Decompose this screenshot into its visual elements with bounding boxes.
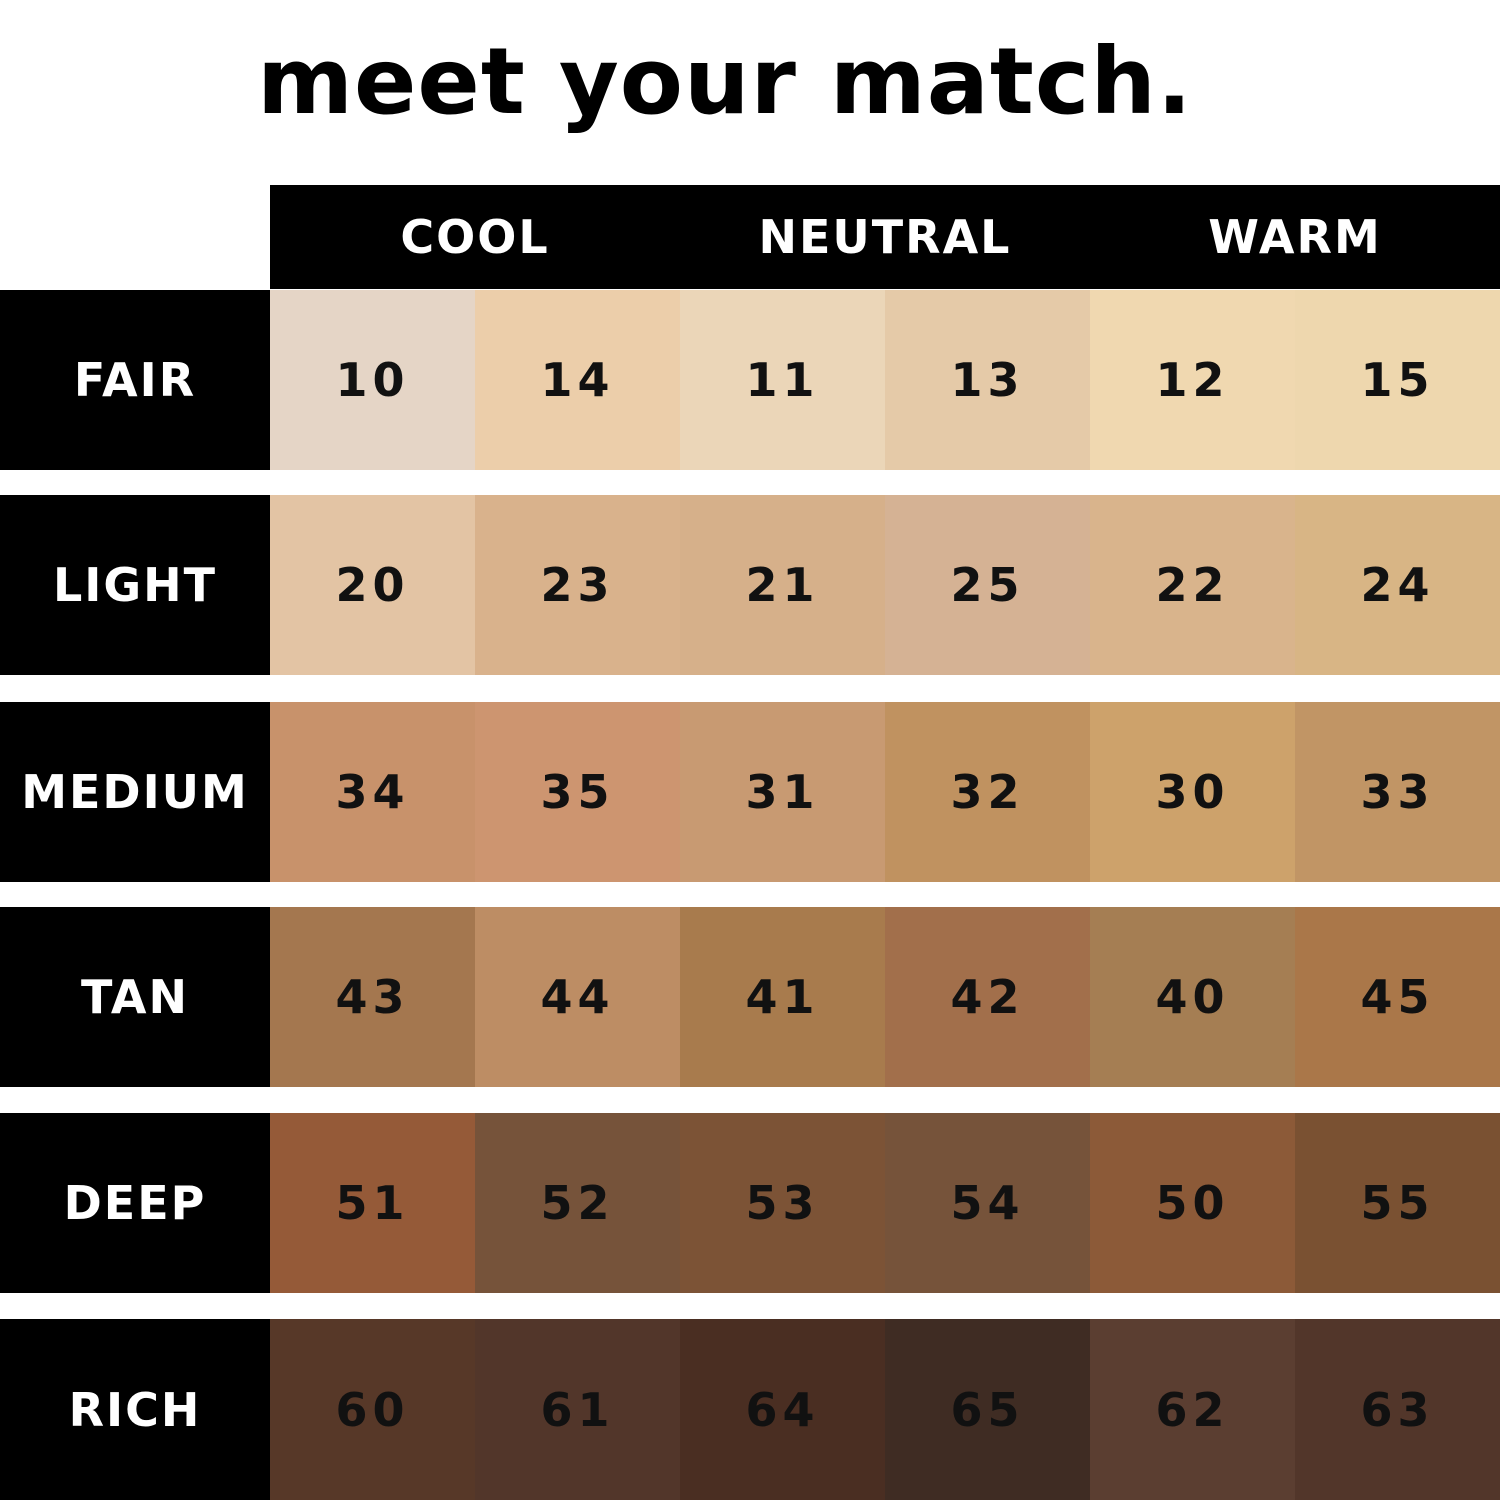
shade-swatch: 12 [1090, 290, 1295, 470]
page-title: meet your match. [0, 28, 1500, 135]
column-header-neutral: NEUTRAL [758, 210, 1012, 264]
shade-swatch: 43 [270, 907, 475, 1087]
column-header-cool: COOL [400, 210, 550, 264]
title-text: meet your match. [257, 28, 1193, 135]
undertone-header: COOL NEUTRAL WARM [270, 185, 1500, 289]
shade-swatch: 24 [1295, 495, 1500, 675]
shade-swatch: 22 [1090, 495, 1295, 675]
row-label: MEDIUM [0, 702, 270, 882]
shade-row-medium: MEDIUM 34 35 31 32 30 33 [0, 702, 1500, 882]
shade-swatch: 61 [475, 1319, 680, 1500]
shade-swatch: 35 [475, 702, 680, 882]
shade-swatch: 33 [1295, 702, 1500, 882]
shade-swatch: 15 [1295, 290, 1500, 470]
shade-swatch: 50 [1090, 1113, 1295, 1293]
row-label: LIGHT [0, 495, 270, 675]
shade-swatch: 55 [1295, 1113, 1500, 1293]
shade-swatch: 11 [680, 290, 885, 470]
row-label: RICH [0, 1319, 270, 1500]
shade-row-fair: FAIR 10 14 11 13 12 15 [0, 290, 1500, 470]
shade-swatch: 53 [680, 1113, 885, 1293]
shade-swatch: 10 [270, 290, 475, 470]
shade-swatch: 20 [270, 495, 475, 675]
shade-swatch: 40 [1090, 907, 1295, 1087]
shade-swatch: 52 [475, 1113, 680, 1293]
row-label: TAN [0, 907, 270, 1087]
shade-row-light: LIGHT 20 23 21 25 22 24 [0, 495, 1500, 675]
shade-swatch: 54 [885, 1113, 1090, 1293]
shade-row-tan: TAN 43 44 41 42 40 45 [0, 907, 1500, 1087]
shade-row-deep: DEEP 51 52 53 54 50 55 [0, 1113, 1500, 1293]
column-header-warm: WARM [1208, 210, 1382, 264]
shade-swatch: 21 [680, 495, 885, 675]
shade-swatch: 51 [270, 1113, 475, 1293]
shade-swatch: 25 [885, 495, 1090, 675]
shade-swatch: 64 [680, 1319, 885, 1500]
shade-swatch: 60 [270, 1319, 475, 1500]
shade-swatch: 63 [1295, 1319, 1500, 1500]
shade-swatch: 44 [475, 907, 680, 1087]
shade-row-rich: RICH 60 61 64 65 62 63 [0, 1319, 1500, 1500]
shade-swatch: 13 [885, 290, 1090, 470]
shade-swatch: 41 [680, 907, 885, 1087]
shade-swatch: 45 [1295, 907, 1500, 1087]
shade-swatch: 42 [885, 907, 1090, 1087]
shade-swatch: 23 [475, 495, 680, 675]
shade-swatch: 62 [1090, 1319, 1295, 1500]
row-label: DEEP [0, 1113, 270, 1293]
shade-swatch: 31 [680, 702, 885, 882]
row-label: FAIR [0, 290, 270, 470]
shade-swatch: 30 [1090, 702, 1295, 882]
shade-swatch: 65 [885, 1319, 1090, 1500]
shade-swatch: 32 [885, 702, 1090, 882]
shade-swatch: 14 [475, 290, 680, 470]
shade-swatch: 34 [270, 702, 475, 882]
